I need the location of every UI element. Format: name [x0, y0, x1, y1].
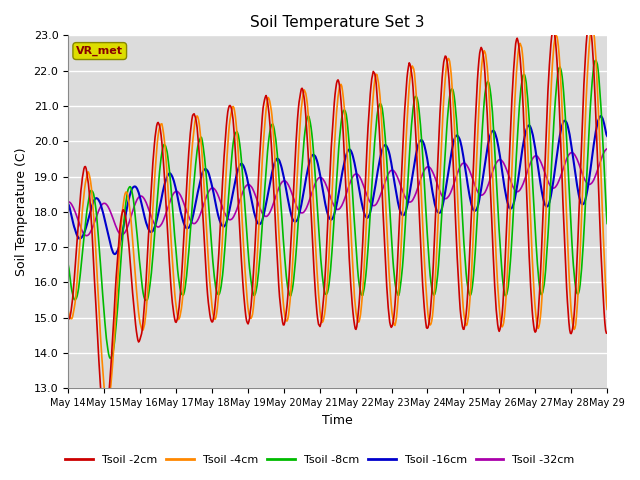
Tsoil -8cm	[592, 57, 600, 63]
Tsoil -2cm	[101, 411, 109, 417]
Line: Tsoil -8cm: Tsoil -8cm	[68, 60, 607, 358]
Tsoil -8cm	[185, 248, 193, 254]
Tsoil -4cm	[404, 106, 412, 111]
Tsoil -32cm	[185, 214, 193, 220]
Tsoil -2cm	[420, 294, 428, 300]
Line: Tsoil -4cm: Tsoil -4cm	[68, 26, 607, 403]
Tsoil -2cm	[586, 20, 593, 26]
Legend: Tsoil -2cm, Tsoil -4cm, Tsoil -8cm, Tsoil -16cm, Tsoil -32cm: Tsoil -2cm, Tsoil -4cm, Tsoil -8cm, Tsoi…	[61, 451, 579, 469]
Tsoil -4cm	[131, 257, 138, 263]
Tsoil -2cm	[404, 69, 412, 74]
Tsoil -4cm	[185, 196, 193, 202]
Tsoil -2cm	[604, 330, 611, 336]
Tsoil -2cm	[214, 275, 221, 280]
Tsoil -16cm	[604, 133, 611, 139]
Tsoil -8cm	[131, 203, 138, 208]
Tsoil -8cm	[404, 181, 412, 187]
Tsoil -32cm	[131, 204, 138, 210]
Tsoil -16cm	[131, 184, 138, 190]
Tsoil -16cm	[420, 140, 428, 146]
Tsoil -2cm	[74, 226, 82, 232]
Tsoil -4cm	[74, 267, 82, 273]
Tsoil -16cm	[404, 201, 412, 206]
Tsoil -4cm	[64, 308, 72, 313]
Tsoil -16cm	[74, 234, 82, 240]
Line: Tsoil -2cm: Tsoil -2cm	[68, 23, 607, 414]
Tsoil -32cm	[74, 217, 82, 223]
Tsoil -8cm	[106, 355, 114, 361]
Tsoil -2cm	[185, 149, 193, 155]
Tsoil -4cm	[588, 23, 596, 29]
Tsoil -8cm	[604, 221, 611, 227]
Tsoil -4cm	[420, 239, 428, 244]
Tsoil -2cm	[64, 316, 72, 322]
Tsoil -8cm	[214, 291, 221, 297]
Title: Soil Temperature Set 3: Soil Temperature Set 3	[250, 15, 425, 30]
Tsoil -4cm	[104, 400, 112, 406]
Tsoil -32cm	[404, 198, 412, 204]
Tsoil -8cm	[74, 289, 82, 295]
Tsoil -32cm	[64, 199, 72, 204]
Tsoil -16cm	[185, 225, 193, 230]
Y-axis label: Soil Temperature (C): Soil Temperature (C)	[15, 147, 28, 276]
Tsoil -32cm	[604, 146, 611, 152]
Tsoil -32cm	[83, 233, 90, 239]
Tsoil -32cm	[420, 169, 428, 175]
Tsoil -8cm	[64, 262, 72, 267]
Tsoil -2cm	[131, 306, 138, 312]
Tsoil -16cm	[64, 201, 72, 207]
Line: Tsoil -32cm: Tsoil -32cm	[68, 149, 607, 236]
Tsoil -16cm	[111, 251, 118, 257]
Text: VR_met: VR_met	[76, 46, 124, 56]
Tsoil -8cm	[420, 165, 428, 171]
Tsoil -32cm	[214, 191, 221, 196]
X-axis label: Time: Time	[323, 414, 353, 427]
Line: Tsoil -16cm: Tsoil -16cm	[68, 116, 607, 254]
Tsoil -4cm	[214, 305, 221, 311]
Tsoil -4cm	[604, 307, 611, 312]
Tsoil -16cm	[214, 209, 221, 215]
Tsoil -16cm	[597, 113, 605, 119]
